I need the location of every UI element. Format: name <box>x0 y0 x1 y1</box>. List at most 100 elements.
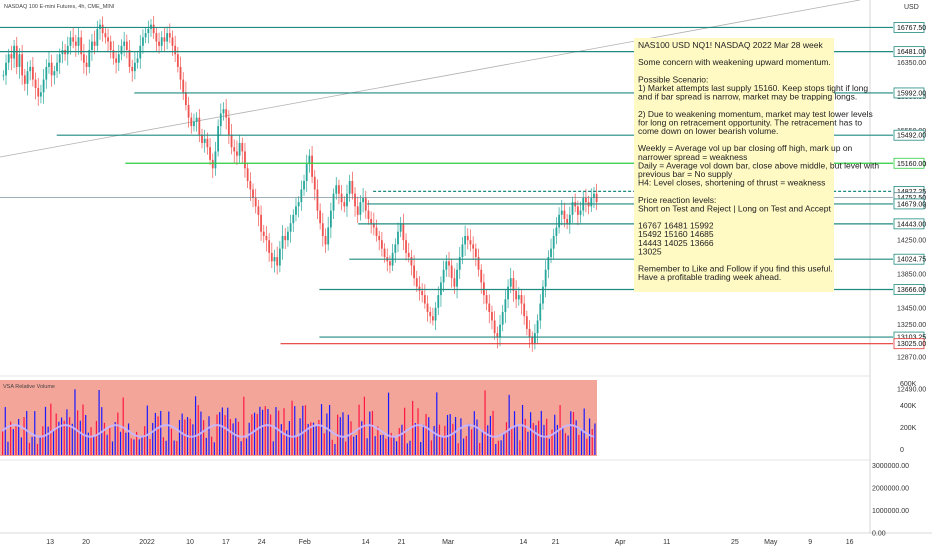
note-line: Remember to Like and Follow if you find … <box>638 264 833 274</box>
candle-body <box>319 210 322 224</box>
candle-body <box>405 240 407 253</box>
volume-bar <box>551 429 553 455</box>
price-tag <box>893 253 925 265</box>
trendline <box>0 0 861 158</box>
candle-body <box>308 155 311 165</box>
volume-bar <box>205 437 207 455</box>
time-tick: May <box>764 539 778 546</box>
time-axis[interactable]: 13 20 2022 10 17 24 Feb 14 21 Mar 14 21 Apr 11 25 May 9 1… <box>46 539 853 546</box>
volume-bar <box>484 390 486 455</box>
price-tag-label: 14024.75 <box>897 257 926 264</box>
volume-bar <box>278 410 280 455</box>
candle-body <box>206 138 209 148</box>
candle-body <box>292 214 295 224</box>
candle-body <box>539 303 542 321</box>
volume-bar <box>548 438 550 455</box>
candle-body <box>18 54 21 67</box>
candle-body <box>249 181 252 190</box>
volume-bar <box>393 437 395 455</box>
candle-body <box>491 312 493 321</box>
trendlines <box>0 0 861 158</box>
volume-bar <box>157 416 159 455</box>
volume-bar <box>460 418 462 455</box>
indicator-name: VSA Relative Volume <box>3 384 55 390</box>
candle-body <box>477 257 480 270</box>
candles <box>2 16 598 352</box>
volume-bar <box>50 403 52 455</box>
volume-bar <box>433 425 435 455</box>
volume-bar <box>401 424 403 455</box>
volume-bar <box>355 435 357 455</box>
lower-axis-tick: 3000000.00 <box>872 463 909 470</box>
candle-body <box>295 206 297 215</box>
candle-body <box>273 257 276 262</box>
volume-bar <box>138 439 140 455</box>
volume-bar <box>318 420 320 455</box>
candle-body <box>372 223 375 228</box>
time-tick: 17 <box>222 539 230 546</box>
candle-body <box>329 210 332 228</box>
volume-bar <box>197 405 199 455</box>
volume-bar <box>481 430 483 455</box>
note-line: 1) Market attempts last supply 15160. Ke… <box>638 83 868 93</box>
candle-body <box>378 235 381 241</box>
time-tick: 11 <box>663 539 670 546</box>
volume-bar <box>540 410 542 455</box>
volume-bar <box>527 431 529 455</box>
time-tick: 21 <box>552 539 560 546</box>
volume-bar <box>98 390 100 455</box>
candle-body <box>21 54 24 76</box>
candle-body <box>136 58 139 63</box>
candle-body <box>568 214 571 224</box>
volume-bar <box>44 406 47 455</box>
volume-bar <box>31 436 33 455</box>
volume-bar <box>425 414 427 455</box>
volume-bar <box>66 409 68 455</box>
candle-body <box>112 50 115 59</box>
candle-body <box>211 159 214 169</box>
candle-body <box>534 333 536 344</box>
volume-bar <box>575 420 577 455</box>
candle-body <box>305 164 308 182</box>
candle-body <box>585 197 587 203</box>
volume-bar <box>505 422 508 455</box>
candle-body <box>515 290 518 300</box>
volume-background <box>0 380 597 456</box>
volume-bar <box>125 432 127 455</box>
candle-body <box>383 248 386 258</box>
candle-body <box>520 295 523 304</box>
note-line: Short on Test and Reject | Long on Test … <box>638 203 831 213</box>
candle-body <box>356 206 359 215</box>
candle-body <box>456 269 458 287</box>
volume-bar <box>272 441 274 455</box>
price-tag-label: 13103.25 <box>897 335 926 342</box>
candle-body <box>343 202 346 207</box>
volume-bar <box>497 440 500 455</box>
candle-body <box>66 45 69 55</box>
candle-body <box>15 45 18 67</box>
candle-body <box>23 75 26 84</box>
volume-bar <box>323 433 325 455</box>
candle-body <box>504 299 507 312</box>
candle-body <box>448 261 450 266</box>
volume-bar <box>580 429 583 455</box>
price-tag <box>893 22 925 33</box>
time-tick: 2022 <box>139 539 155 546</box>
candle-body <box>338 185 340 194</box>
candle-body <box>517 295 520 300</box>
time-tick: Feb <box>299 539 311 546</box>
candle-body <box>501 312 504 325</box>
volume-bar <box>326 413 328 455</box>
time-tick: 25 <box>731 539 739 546</box>
candle-body <box>483 282 485 296</box>
volume-bar <box>406 443 408 455</box>
volume-bar <box>387 392 390 455</box>
volume-bar <box>173 440 175 455</box>
note-line: H4: Level closes, shortening of thrust =… <box>638 178 825 188</box>
candle-body <box>5 62 7 76</box>
volume-bar <box>457 443 459 455</box>
volume-bar <box>47 426 49 455</box>
volume-bar <box>471 429 473 455</box>
candle-body <box>142 37 144 46</box>
